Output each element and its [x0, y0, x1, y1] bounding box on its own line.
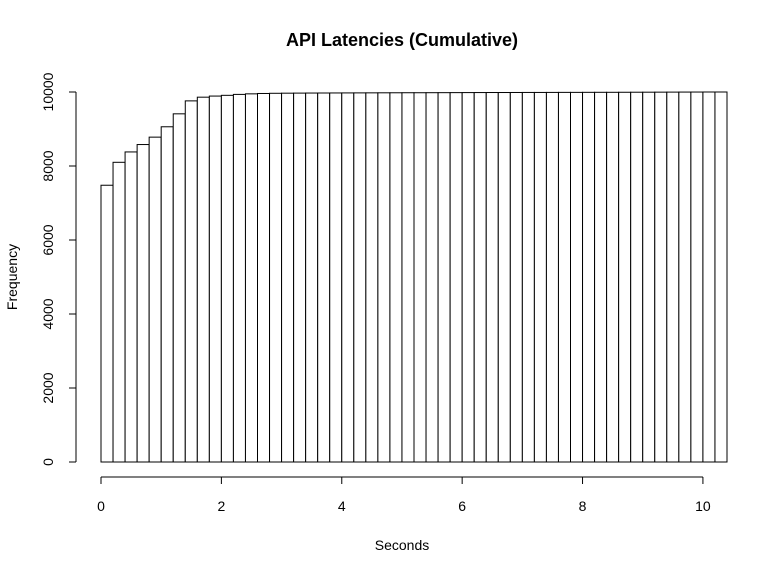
bar-47	[666, 91, 680, 463]
bar-24	[389, 92, 403, 463]
bar-12	[244, 93, 259, 463]
y-tick-label-3: 6000	[40, 224, 56, 255]
x-tick-label-3: 6	[458, 498, 466, 514]
bar-6	[172, 113, 186, 463]
y-tick-label-1: 2000	[40, 372, 56, 403]
bar-26	[413, 92, 427, 463]
bar-9	[208, 95, 222, 463]
bar-51	[714, 91, 728, 463]
bar-30	[461, 92, 475, 463]
bar-10	[220, 94, 234, 463]
bar-7	[184, 100, 198, 463]
y-tick-label-0: 0	[40, 458, 56, 466]
bar-45	[642, 91, 656, 463]
bar-4	[148, 136, 162, 463]
bar-37	[545, 91, 559, 463]
bar-13	[257, 92, 271, 463]
y-tick-label-2: 4000	[40, 298, 56, 329]
bar-19	[329, 92, 343, 463]
bar-28	[437, 92, 451, 463]
bar-38	[557, 91, 572, 463]
y-axis: 0 2000 4000 6000 8000 10000	[40, 72, 77, 466]
x-axis: 0 2 4 6 8 10	[97, 476, 711, 514]
bar-50	[702, 91, 716, 463]
bar-20	[341, 92, 355, 463]
bar-23	[377, 92, 391, 463]
x-tick-label-4: 8	[579, 498, 587, 514]
bar-48	[678, 91, 692, 463]
chart-title: API Latencies (Cumulative)	[286, 30, 518, 50]
bar-31	[473, 92, 487, 463]
bar-27	[425, 92, 439, 463]
x-tick-label-1: 2	[217, 498, 225, 514]
bar-21	[353, 92, 367, 463]
bar-40	[582, 91, 596, 463]
bar-43	[618, 91, 632, 463]
bar-34	[509, 91, 523, 463]
bar-29	[449, 92, 463, 463]
x-axis-label: Seconds	[375, 537, 429, 553]
bar-1	[112, 161, 126, 463]
x-tick-label-0: 0	[97, 498, 105, 514]
bar-35	[521, 91, 535, 463]
bar-46	[654, 91, 668, 463]
y-axis-label: Frequency	[4, 244, 20, 310]
y-tick-label-4: 8000	[40, 150, 56, 181]
bar-32	[485, 92, 499, 463]
bar-33	[497, 92, 511, 463]
bar-15	[281, 92, 295, 463]
bar-36	[533, 91, 547, 463]
bar-16	[293, 92, 307, 463]
bar-49	[690, 91, 704, 463]
bar-41	[594, 91, 608, 463]
x-tick-label-5: 10	[695, 498, 711, 514]
bar-44	[630, 91, 644, 463]
bar-2	[124, 151, 138, 463]
bar-5	[160, 126, 174, 463]
bar-8	[196, 96, 210, 463]
bar-39	[570, 91, 584, 463]
bar-3	[136, 144, 150, 463]
bar-18	[317, 92, 331, 463]
x-tick-label-2: 4	[338, 498, 346, 514]
y-tick-label-5: 10000	[40, 72, 56, 111]
bar-11	[232, 93, 246, 463]
bar-25	[401, 92, 415, 463]
bar-0	[100, 184, 114, 463]
bar-14	[269, 92, 283, 463]
bar-22	[365, 92, 379, 463]
bar-17	[305, 92, 319, 463]
bars-group	[100, 91, 728, 463]
bar-42	[606, 91, 620, 463]
